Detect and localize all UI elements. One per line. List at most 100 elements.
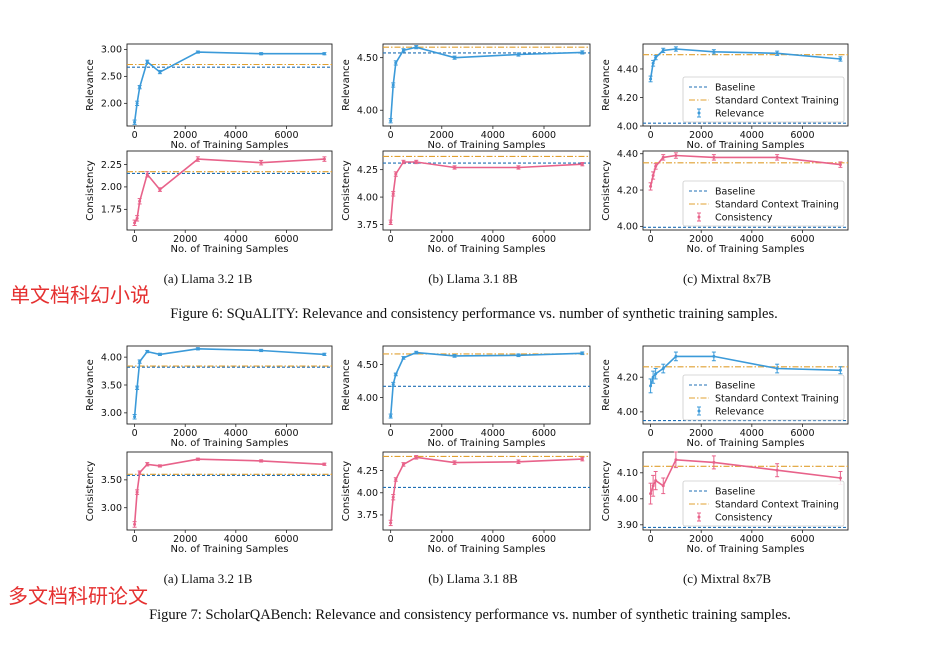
y-tick-label: 4.20	[617, 373, 638, 384]
chart-panel-0: 0 2000 4000 6000 2.00 2.50 3.00 No. of Training…	[85, 43, 333, 151]
x-tick-label: 4000	[740, 428, 764, 439]
x-tick-label: 2000	[430, 234, 454, 245]
y-tick-label: 4.25	[357, 165, 378, 176]
series-line	[133, 158, 325, 224]
data-point	[651, 375, 655, 379]
chart-panel-5: 0 2000 4000 6000 4.00 4.20 4.40 No. of Training…	[601, 149, 849, 255]
x-axis-label: No. of Training Samples	[171, 244, 289, 255]
y-axis-label: Relevance	[601, 359, 612, 411]
panels: 0 2000 4000 6000 2.00 2.50 3.00 No. of Training…	[85, 43, 849, 555]
y-axis-label: Relevance	[601, 59, 612, 111]
y-tick-label: 3.75	[357, 510, 378, 521]
fig6-caption: Figure 6: SQuALITY: Relevance and consis…	[170, 306, 778, 322]
legend-label: Relevance	[715, 406, 764, 417]
x-tick-label: 6000	[532, 428, 556, 439]
x-tick-label: 2000	[430, 534, 454, 545]
x-tick-label: 0	[648, 534, 654, 545]
data-point	[391, 192, 395, 196]
y-tick-label: 4.25	[357, 466, 378, 477]
data-point	[389, 521, 393, 525]
y-tick-label: 3.00	[101, 503, 122, 514]
data-point	[414, 455, 418, 459]
x-tick-label: 2000	[430, 130, 454, 141]
chart-panel-3: 0 2000 4000 6000 1.75 2.00 2.25 No. of Training…	[85, 150, 333, 255]
plot-frame	[642, 43, 849, 127]
x-tick-label: 4000	[481, 428, 505, 439]
x-tick-label: 6000	[532, 234, 556, 245]
fig6-sublabel-a: (a) Llama 3.2 1B	[164, 271, 253, 286]
data-point	[516, 53, 520, 57]
legend-series-marker	[697, 515, 701, 519]
x-axis-label: No. of Training Samples	[171, 544, 289, 555]
y-tick-label: 1.75	[101, 205, 122, 216]
x-tick-label: 4000	[224, 534, 248, 545]
y-tick-label: 3.50	[101, 380, 122, 391]
data-point	[322, 462, 326, 466]
data-point	[414, 351, 418, 355]
x-tick-label: 6000	[274, 234, 298, 245]
legend-label: Baseline	[715, 186, 755, 197]
x-tick-label: 2000	[689, 234, 713, 245]
plot-frame	[126, 451, 333, 531]
plot-frame	[382, 451, 591, 531]
series-line	[389, 161, 583, 223]
series-line	[133, 347, 325, 417]
data-point	[453, 461, 457, 465]
data-point	[389, 220, 393, 224]
plot-frame	[126, 345, 333, 425]
data-point	[259, 459, 263, 463]
x-tick-label: 2000	[173, 130, 197, 141]
y-tick-label: 3.50	[101, 475, 122, 486]
x-tick-label: 4000	[481, 234, 505, 245]
data-point	[158, 70, 162, 74]
chart-panel-4: 0 2000 4000 6000 3.75 4.00 4.25 No. of Training…	[341, 150, 591, 255]
data-point	[516, 165, 520, 169]
data-point	[838, 476, 842, 480]
y-tick-label: 3.00	[101, 408, 122, 419]
x-tick-label: 6000	[274, 130, 298, 141]
data-point	[133, 415, 137, 419]
x-tick-label: 4000	[740, 234, 764, 245]
x-tick-label: 0	[132, 234, 138, 245]
y-axis-label: Relevance	[341, 359, 352, 411]
data-point	[651, 61, 655, 65]
y-tick-label: 4.00	[617, 121, 638, 132]
x-tick-label: 0	[648, 234, 654, 245]
x-tick-label: 6000	[790, 130, 814, 141]
series-line	[133, 51, 325, 123]
y-tick-label: 4.40	[617, 149, 638, 160]
data-point	[391, 495, 395, 499]
data-point	[138, 471, 142, 475]
plot-frame	[126, 43, 333, 127]
legend-box	[682, 76, 845, 123]
chart-panel-7: 0 2000 4000 6000 4.00 4.50 No. of Training Sam…	[341, 345, 591, 449]
x-axis-label: No. of Training Samples	[687, 544, 805, 555]
legend-label: Baseline	[715, 82, 755, 93]
series-line	[649, 48, 841, 80]
x-tick-label: 2000	[173, 428, 197, 439]
x-tick-label: 6000	[790, 234, 814, 245]
x-tick-label: 2000	[689, 130, 713, 141]
x-tick-label: 0	[132, 130, 138, 141]
data-point	[654, 56, 658, 60]
legend-series-marker	[697, 111, 701, 115]
data-point	[414, 45, 418, 49]
x-tick-label: 0	[648, 428, 654, 439]
data-point	[516, 353, 520, 357]
y-axis-label: Consistency	[341, 461, 352, 522]
x-axis-label: No. of Training Samples	[428, 244, 546, 255]
x-tick-label: 2000	[173, 534, 197, 545]
series-line	[389, 351, 583, 417]
fig7-sublabel-a: (a) Llama 3.2 1B	[164, 571, 253, 586]
legend-label: Standard Context Training	[715, 393, 839, 404]
y-tick-label: 3.75	[357, 220, 378, 231]
x-tick-label: 0	[388, 428, 394, 439]
data-point	[394, 477, 398, 481]
data-point	[654, 164, 658, 168]
x-tick-label: 0	[648, 130, 654, 141]
data-point	[580, 457, 584, 461]
x-axis-label: No. of Training Samples	[428, 140, 546, 151]
data-point	[133, 120, 137, 124]
data-point	[674, 458, 678, 462]
